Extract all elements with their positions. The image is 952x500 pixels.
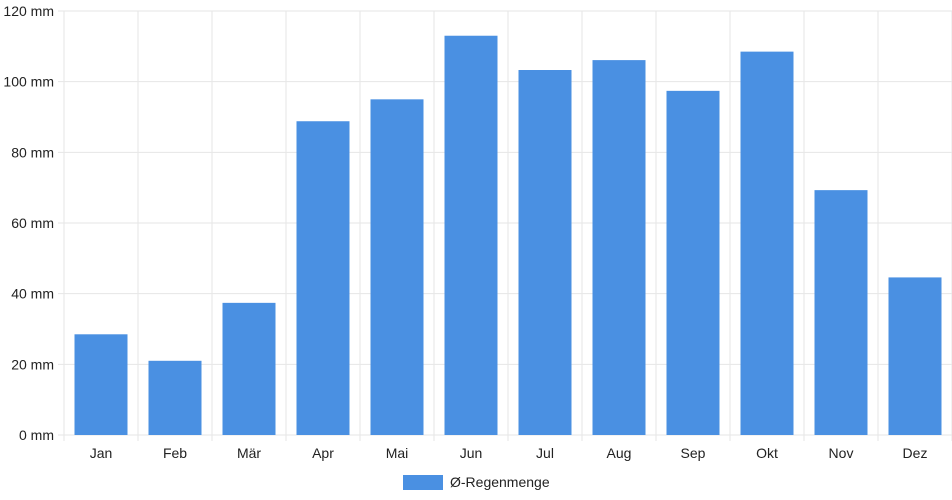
y-tick-label: 120 mm bbox=[3, 3, 54, 19]
legend-swatch[interactable] bbox=[403, 475, 443, 490]
x-tick-label: Okt bbox=[756, 445, 778, 461]
bar-jun[interactable] bbox=[444, 35, 498, 435]
bar-sep[interactable] bbox=[666, 90, 720, 435]
bar-okt[interactable] bbox=[740, 51, 794, 436]
y-tick-label: 0 mm bbox=[19, 427, 54, 443]
axis-layer: 0 mm 20 mm 40 mm 60 mm 80 mm 100 mm 120 mm Jan F… bbox=[3, 3, 927, 461]
y-tick-label: 60 mm bbox=[11, 215, 54, 231]
x-tick-label: Dez bbox=[903, 445, 928, 461]
legend-label[interactable]: Ø-Regenmenge bbox=[450, 474, 550, 490]
x-tick-label: Feb bbox=[163, 445, 187, 461]
bar-apr[interactable] bbox=[296, 121, 350, 436]
y-tick-label: 100 mm bbox=[3, 74, 54, 90]
bar-mai[interactable] bbox=[370, 99, 424, 435]
bar-jul[interactable] bbox=[518, 70, 572, 436]
x-tick-label: Jul bbox=[536, 445, 554, 461]
x-tick-label: Jun bbox=[460, 445, 483, 461]
x-tick-label: Mär bbox=[237, 445, 261, 461]
x-tick-label: Mai bbox=[386, 445, 409, 461]
bars-layer bbox=[74, 35, 942, 436]
bar-dez[interactable] bbox=[888, 277, 942, 435]
x-tick-label: Jan bbox=[90, 445, 113, 461]
grid-layer bbox=[58, 10, 952, 441]
bar-feb[interactable] bbox=[148, 360, 202, 435]
y-tick-label: 80 mm bbox=[11, 144, 54, 160]
x-tick-label: Aug bbox=[607, 445, 632, 461]
y-tick-label: 40 mm bbox=[11, 286, 54, 302]
bar-jan[interactable] bbox=[74, 334, 128, 435]
x-tick-label: Apr bbox=[312, 445, 334, 461]
bar-mär[interactable] bbox=[222, 302, 276, 435]
y-tick-label: 20 mm bbox=[11, 356, 54, 372]
bar-aug[interactable] bbox=[592, 60, 646, 435]
legend[interactable]: Ø-Regenmenge bbox=[403, 474, 550, 490]
x-tick-label: Nov bbox=[829, 445, 854, 461]
x-tick-label: Sep bbox=[681, 445, 706, 461]
bar-nov[interactable] bbox=[814, 190, 868, 435]
